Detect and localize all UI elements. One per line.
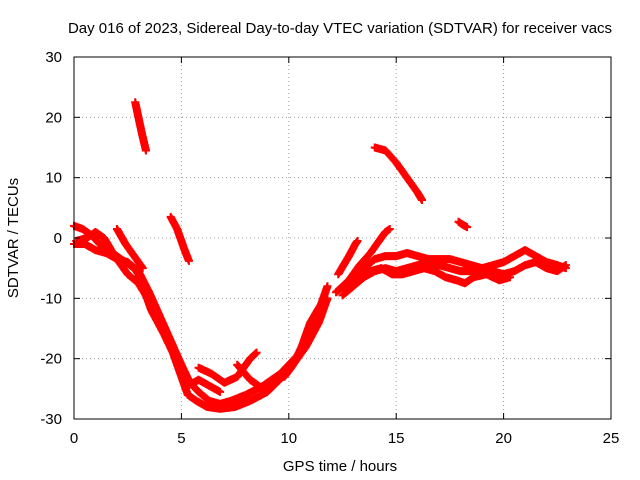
- data-point: [463, 223, 472, 232]
- data-point: [385, 224, 394, 233]
- series-arc-16: [454, 217, 472, 232]
- x-axis-title: GPS time / hours: [283, 458, 397, 475]
- chart-title: Day 016 of 2023, Sidereal Day-to-day VTE…: [68, 20, 612, 37]
- x-tick-label: 20: [495, 430, 512, 447]
- series-arc-13: [353, 264, 515, 288]
- y-axis-title: SDTVAR / TECUs: [5, 178, 22, 298]
- data-point: [138, 264, 147, 273]
- data-point: [269, 378, 278, 387]
- series-arc-15: [370, 143, 426, 204]
- data-point: [216, 387, 225, 396]
- y-tick-label: 10: [45, 170, 62, 187]
- grid-lines: [74, 57, 611, 419]
- data-point: [184, 256, 193, 265]
- y-tick-label: 0: [54, 230, 62, 247]
- y-tick-label: 30: [45, 49, 62, 66]
- data-point: [353, 237, 362, 246]
- data-marks: [70, 98, 570, 413]
- y-tick-label: -10: [40, 290, 62, 307]
- data-point: [252, 348, 261, 357]
- series-arc-8: [131, 98, 150, 155]
- x-tick-label: 5: [177, 430, 185, 447]
- x-tick-label: 10: [280, 430, 297, 447]
- data-point: [417, 195, 426, 204]
- x-tick-label: 15: [388, 430, 405, 447]
- series-arc-6: [280, 282, 332, 381]
- data-point: [561, 261, 570, 270]
- series-arc-14: [334, 237, 362, 279]
- y-tick-label: -20: [40, 351, 62, 368]
- series-arc-7: [112, 224, 147, 273]
- data-point: [323, 282, 332, 291]
- data-point: [141, 146, 150, 155]
- axis-ticks: 0 5 10 15 20 25 -30 -20 -10 0 10 20 30: [40, 49, 619, 447]
- x-tick-label: 25: [603, 430, 620, 447]
- series-arc-3: [72, 227, 225, 396]
- x-tick-label: 0: [70, 430, 78, 447]
- y-tick-label: -30: [40, 411, 62, 428]
- series-arc-5: [233, 360, 278, 393]
- y-tick-label: 20: [45, 109, 62, 126]
- data-point: [506, 273, 515, 282]
- series-arc-12: [332, 224, 394, 297]
- series-arc-9: [166, 212, 193, 265]
